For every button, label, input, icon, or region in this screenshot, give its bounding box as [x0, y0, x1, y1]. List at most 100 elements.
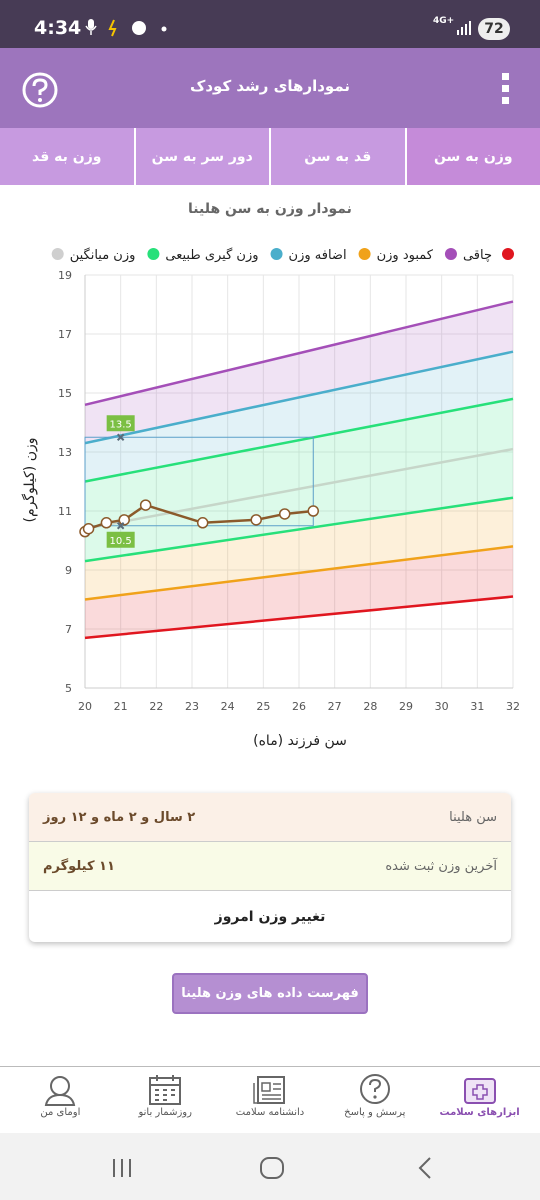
nav-item[interactable]: پرسش و پاسخ [322, 1067, 427, 1133]
info-key: سن هلینا [449, 809, 497, 825]
chart: نمودار وزن به سن هلینا وزن (کیلوگرم) سن … [21, 201, 520, 749]
y-tick-label: 17 [58, 328, 72, 341]
nav-label: پرسش و پاسخ [344, 1107, 406, 1118]
child-point [278, 508, 291, 520]
y-tick-label: 9 [65, 564, 72, 577]
x-tick-label: 22 [149, 700, 163, 713]
tab[interactable]: قد به سن [269, 128, 405, 185]
x-tick-label: 26 [292, 700, 306, 713]
marker-label: 13.5 [110, 419, 132, 430]
y-tick-label: 7 [65, 623, 72, 636]
y-tick-label: 19 [58, 269, 72, 282]
tab[interactable]: وزن به سن [404, 128, 540, 185]
x-tick-label: 24 [221, 700, 235, 713]
child-point [118, 514, 130, 526]
x-tick-label: 20 [78, 700, 92, 713]
x-tick-label: 27 [328, 700, 342, 713]
child-point [139, 499, 152, 511]
nav-label: دانشنامه سلامت [235, 1107, 305, 1118]
nav-icon [359, 1074, 390, 1104]
reference-line [84, 350, 514, 445]
reference-line [84, 545, 514, 601]
marker [116, 433, 125, 441]
marker-label: 10.5 [110, 536, 132, 547]
nav-item[interactable]: اومای من [8, 1067, 113, 1133]
band [85, 301, 513, 444]
x-tick-label: 21 [114, 700, 128, 713]
reference-line [84, 496, 514, 563]
reference-line [84, 300, 514, 407]
child-point [100, 517, 113, 529]
action-button[interactable]: تغییر وزن امروز [214, 908, 326, 925]
nav-icon [45, 1076, 76, 1106]
battery: 72 [478, 18, 510, 40]
child-point [82, 522, 95, 535]
app-title: نمودارهای رشد کودک [189, 77, 351, 95]
nav-icon [463, 1078, 496, 1104]
child-point [307, 505, 320, 517]
chart-title: نمودار وزن به سن هلینا [188, 201, 352, 217]
info-row: آخرین وزن ثبت شده ۱۱ کیلوگرم [29, 842, 511, 891]
help-icon[interactable] [21, 71, 59, 109]
menu-icon[interactable] [500, 72, 512, 106]
tabs: وزن به سن قد به سن دور سر به سن وزن به ق… [0, 128, 540, 185]
legend-label: وزن میانگین [70, 247, 136, 263]
nav-item[interactable]: دانشنامه سلامت [218, 1067, 323, 1133]
status-icons [85, 19, 167, 37]
band [85, 351, 513, 482]
legend-label: چاقی [463, 248, 492, 263]
marker-label-bg [106, 415, 135, 432]
legend-label: وزن گیری طبیعی [165, 247, 258, 263]
y-axis-label: وزن (کیلوگرم) [21, 438, 38, 523]
info-card: سن هلینا ۲ سال و ۲ ماه و ۱۲ روز آخرین وزن… [29, 793, 511, 942]
marker-label-bg [106, 531, 135, 548]
legend-label: کمبود وزن [377, 248, 434, 263]
y-tick-label: 5 [65, 682, 72, 695]
child-point [250, 514, 262, 526]
x-tick-label: 25 [256, 700, 270, 713]
legend-dot [502, 248, 514, 260]
legend-dot [51, 248, 64, 260]
list-button[interactable]: فهرست داده های وزن هلینا [172, 973, 368, 1014]
reference-line [84, 447, 514, 530]
marker [116, 522, 125, 530]
legend-dot [147, 248, 160, 260]
nav-label: اومای من [40, 1107, 81, 1118]
legend-dot [358, 248, 371, 260]
y-tick-label: 15 [58, 387, 72, 400]
legend-dot [270, 248, 283, 260]
tab[interactable]: دور سر به سن [133, 128, 270, 185]
x-tick-label: 29 [399, 700, 413, 713]
x-tick-label: 30 [435, 700, 449, 713]
signal [457, 21, 471, 35]
system-nav [0, 1133, 540, 1200]
info-value: ۲ سال و ۲ ماه و ۱۲ روز [43, 809, 196, 825]
y-tick-label: 13 [58, 446, 72, 459]
band [85, 546, 513, 638]
x-tick-label: 32 [506, 700, 520, 713]
band [85, 449, 513, 562]
x-tick-label: 28 [363, 700, 377, 713]
info-row: سن هلینا ۲ سال و ۲ ماه و ۱۲ روز [29, 793, 511, 842]
nav-item[interactable]: روزشمار بانو [113, 1067, 218, 1133]
child-point [196, 517, 209, 529]
time: 4:34 [34, 17, 82, 39]
nav-icon [149, 1075, 182, 1105]
nav-label: روزشمار بانو [138, 1107, 192, 1118]
reference-line [84, 397, 514, 483]
info-value: ۱۱ کیلوگرم [43, 858, 115, 874]
legend-label: اضافه وزن [289, 248, 347, 263]
band [85, 497, 513, 600]
legend-dot [444, 248, 457, 260]
app-bar: نمودارهای رشد کودک [0, 48, 540, 128]
nav-icon [253, 1076, 285, 1104]
nav-label: ابزارهای سلامت [439, 1107, 520, 1118]
x-tick-label: 23 [185, 700, 199, 713]
network: 4G+ [433, 16, 455, 26]
band [85, 398, 513, 529]
bottom-nav: ابزارهای سلامت پرسش و پاسخ دانشنامه سلام… [0, 1066, 540, 1133]
tab[interactable]: وزن به قد [32, 148, 102, 165]
x-axis-label: سن فرزند (ماه) [253, 733, 347, 749]
nav-item[interactable]: ابزارهای سلامت [427, 1067, 532, 1133]
